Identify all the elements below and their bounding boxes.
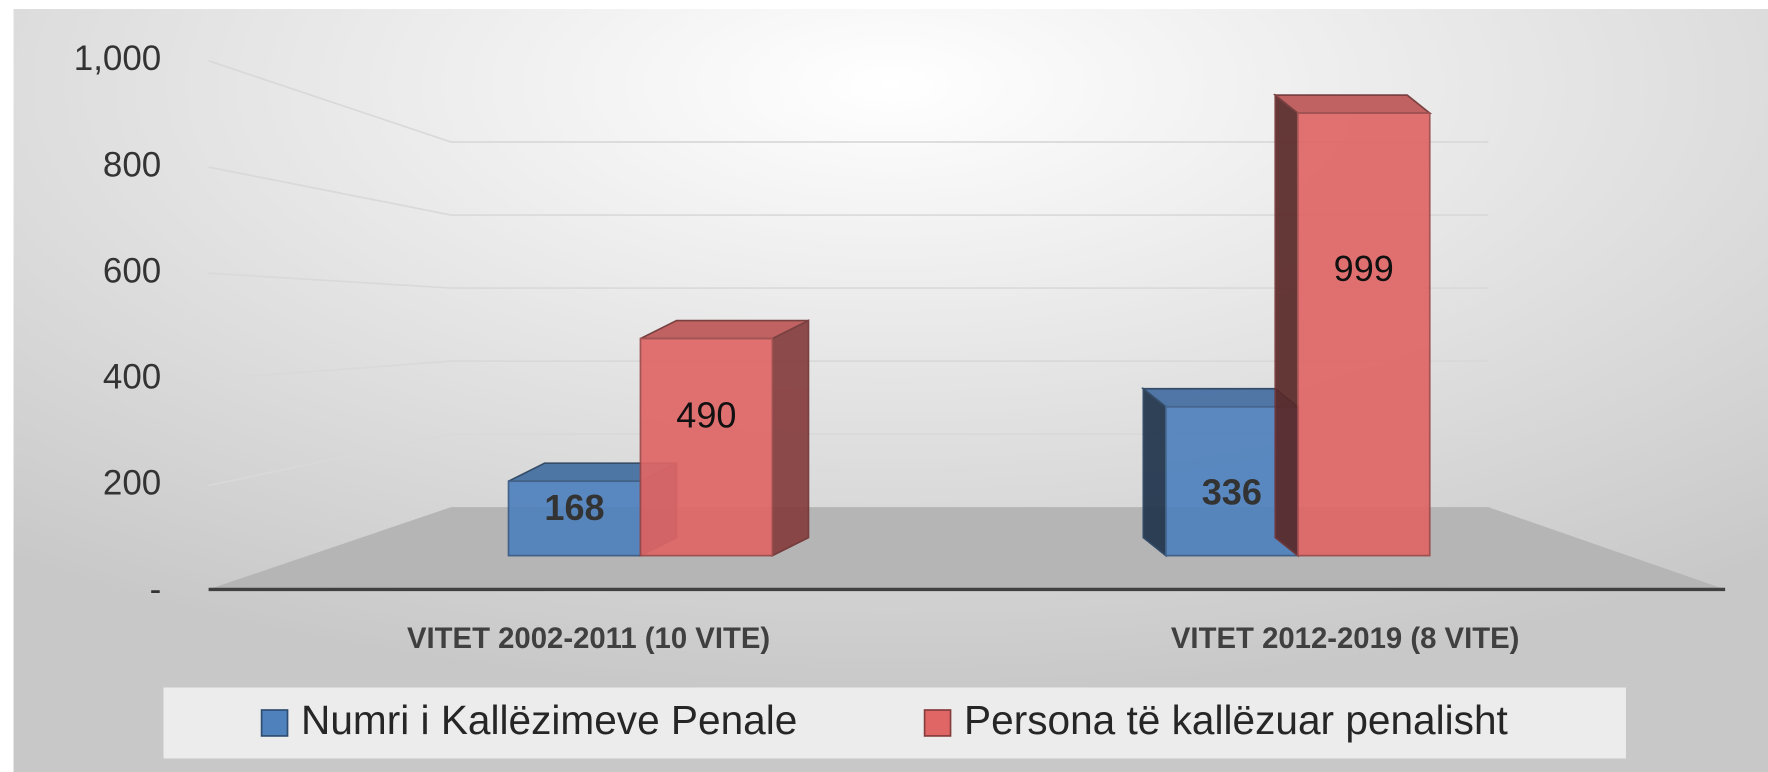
bar — [639, 319, 810, 557]
legend-label: Numri i Kallëzimeve Penale — [301, 697, 797, 743]
bar-side — [1142, 387, 1167, 558]
floor — [208, 507, 1726, 590]
x-tick-label: VITET 2002-2011 (10 VITE) — [407, 622, 770, 655]
y-tick-label: 400 — [103, 358, 161, 397]
grid-line — [208, 272, 1489, 289]
bar-front — [639, 337, 774, 557]
y-tick-label: 200 — [103, 464, 161, 503]
bar-side — [771, 319, 810, 557]
y-tick-label: 800 — [103, 145, 161, 184]
x-tick-label: VITET 2012-2019 (8 VITE) — [1171, 622, 1520, 655]
grid-line — [208, 166, 1489, 216]
bar-front — [1296, 112, 1431, 557]
bar-front — [507, 480, 642, 557]
y-tick-label: - — [150, 570, 162, 609]
legend-label: Persona të kallëzuar penalisht — [964, 697, 1508, 743]
bar-top — [1272, 94, 1433, 114]
bar — [1272, 93, 1433, 558]
chart-background — [13, 9, 1768, 772]
y-tick-label: 600 — [103, 251, 161, 290]
grid-line — [208, 60, 1489, 143]
value-label: 999 — [1334, 248, 1394, 289]
legend-swatch — [260, 709, 289, 737]
legend — [163, 687, 1626, 759]
bar-side — [1274, 93, 1299, 558]
y-tick-label: 1,000 — [74, 39, 161, 78]
legend-swatch — [923, 709, 952, 737]
value-label: 168 — [544, 487, 604, 528]
grid-line — [208, 360, 1489, 381]
value-label: 490 — [676, 395, 736, 436]
value-label: 336 — [1202, 471, 1262, 512]
